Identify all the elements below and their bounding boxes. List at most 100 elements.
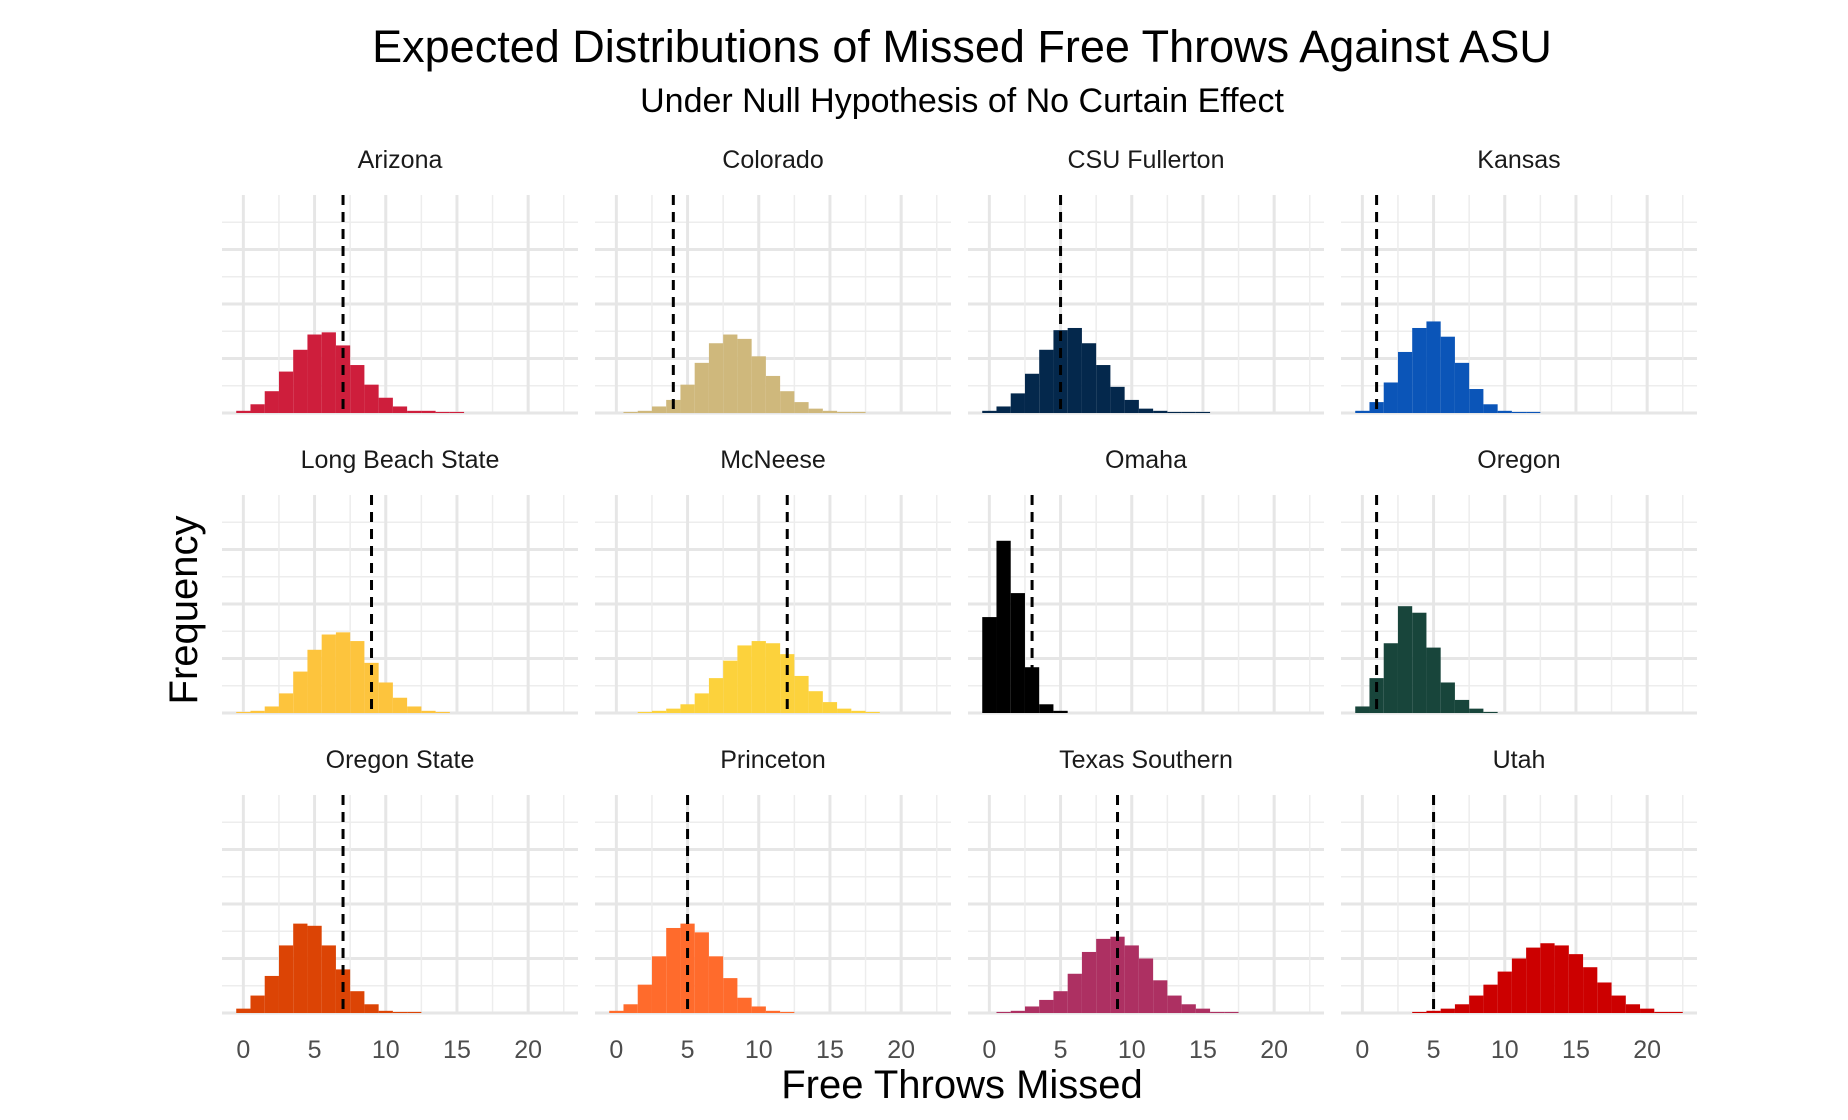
histogram-bar bbox=[350, 365, 365, 413]
histogram-bar bbox=[264, 975, 279, 1013]
x-tick-label: 20 bbox=[514, 1036, 542, 1064]
facet-label: McNeese bbox=[720, 446, 826, 474]
histogram-bar bbox=[1024, 1006, 1040, 1013]
histogram-bar bbox=[236, 711, 251, 713]
histogram-bar bbox=[1039, 349, 1054, 413]
histogram-bar bbox=[321, 332, 336, 413]
histogram-bar bbox=[1654, 1011, 1669, 1013]
histogram-bar bbox=[1668, 1011, 1683, 1013]
histogram-bar bbox=[250, 404, 265, 413]
histogram-bar bbox=[264, 391, 279, 413]
histogram-bar bbox=[737, 645, 752, 713]
histogram-bar bbox=[1540, 943, 1555, 1013]
histogram-bar bbox=[1167, 411, 1182, 413]
x-tick-label: 10 bbox=[1491, 1036, 1519, 1064]
histogram-bar bbox=[1526, 947, 1541, 1013]
facet-label: Omaha bbox=[1105, 446, 1187, 474]
histogram-bar bbox=[609, 1010, 624, 1013]
histogram-bar bbox=[1454, 699, 1470, 713]
histogram-bar bbox=[837, 708, 852, 713]
histogram-bar bbox=[694, 362, 709, 413]
histogram-bar bbox=[1096, 938, 1111, 1013]
histogram-bar bbox=[751, 641, 766, 713]
histogram-bar bbox=[1081, 343, 1097, 413]
histogram-bar bbox=[378, 397, 393, 413]
x-axis-label: Free Throws Missed bbox=[781, 1063, 1143, 1107]
histogram-bar bbox=[708, 678, 724, 713]
histogram-bar bbox=[1024, 373, 1040, 413]
histogram-bar bbox=[765, 375, 781, 413]
histogram-bar bbox=[1526, 411, 1541, 413]
histogram-bar bbox=[264, 706, 279, 713]
histogram-bar bbox=[737, 997, 752, 1013]
histogram-bar bbox=[407, 410, 422, 413]
histogram-bar bbox=[1625, 1004, 1641, 1013]
panel-princeton: Princeton 0 5 10 15 20 bbox=[595, 746, 951, 1064]
histogram-bar bbox=[1081, 951, 1097, 1013]
histogram-bar bbox=[421, 410, 436, 413]
x-tick-label: 20 bbox=[1633, 1036, 1661, 1064]
histogram-bar bbox=[751, 356, 766, 413]
histogram-bar bbox=[708, 343, 724, 413]
histogram-bar bbox=[1554, 945, 1569, 1013]
histogram-bar bbox=[708, 956, 724, 1013]
histogram-bar bbox=[822, 702, 838, 713]
histogram-bar bbox=[808, 408, 823, 413]
x-tick-label: 0 bbox=[1355, 1036, 1369, 1064]
x-tick-label: 15 bbox=[816, 1036, 844, 1064]
histogram-bar bbox=[1583, 967, 1598, 1013]
histogram-bar bbox=[1440, 336, 1455, 413]
histogram-bar bbox=[637, 410, 652, 413]
histogram-bar bbox=[1469, 995, 1484, 1013]
histogram-bar bbox=[623, 1004, 638, 1013]
histogram-bar bbox=[1483, 711, 1498, 713]
facet-label: Arizona bbox=[358, 146, 443, 174]
histogram-bar bbox=[421, 710, 436, 713]
histogram-bar bbox=[623, 411, 638, 413]
histogram-bar bbox=[364, 1004, 379, 1013]
histogram-bar bbox=[435, 411, 450, 413]
histogram-bar bbox=[694, 932, 709, 1013]
histogram-bar bbox=[293, 349, 308, 413]
x-tick-label: 15 bbox=[443, 1036, 471, 1064]
histogram-bar bbox=[1039, 704, 1054, 713]
x-tick-label: 0 bbox=[609, 1036, 623, 1064]
histogram-bar bbox=[350, 641, 365, 713]
x-tick-label: 10 bbox=[372, 1036, 400, 1064]
histogram-bar bbox=[407, 1011, 422, 1013]
histogram-bar bbox=[1053, 991, 1068, 1013]
histogram-bar bbox=[1640, 1008, 1655, 1013]
x-tick-label: 10 bbox=[1118, 1036, 1146, 1064]
histogram-bar bbox=[780, 391, 795, 413]
x-tick-label: 5 bbox=[681, 1036, 695, 1064]
histogram-bar bbox=[1153, 980, 1168, 1013]
histogram-bar bbox=[293, 671, 308, 713]
panel-arizona: Arizona bbox=[222, 146, 578, 415]
histogram-bar bbox=[637, 984, 652, 1013]
y-axis-label: Frequency bbox=[162, 516, 206, 705]
histogram-bar bbox=[751, 1006, 766, 1013]
histogram-bar bbox=[1167, 995, 1182, 1013]
histogram-bar bbox=[335, 345, 351, 413]
histogram-bar bbox=[765, 1010, 781, 1013]
histogram-bar bbox=[723, 660, 738, 713]
histogram-bar bbox=[637, 711, 652, 713]
x-tick-label: 10 bbox=[745, 1036, 773, 1064]
histogram-bar bbox=[723, 334, 738, 413]
histogram-bar bbox=[851, 411, 866, 413]
panel-mcneese: McNeese bbox=[595, 446, 951, 715]
chart-title: Expected Distributions of Missed Free Th… bbox=[372, 21, 1552, 72]
facet-label: Texas Southern bbox=[1059, 746, 1233, 774]
histogram-bar bbox=[723, 978, 738, 1013]
histogram-bar bbox=[1483, 984, 1498, 1013]
histogram-bar bbox=[1067, 327, 1082, 413]
histogram-bar bbox=[350, 991, 365, 1013]
histogram-bar bbox=[378, 682, 393, 713]
histogram-bar bbox=[666, 927, 681, 1013]
facet-label: Long Beach State bbox=[301, 446, 500, 474]
histogram-bar bbox=[1412, 327, 1427, 413]
panel-oregon: Oregon bbox=[1341, 446, 1697, 715]
histogram-bar bbox=[808, 691, 823, 713]
histogram-bar bbox=[694, 693, 709, 713]
